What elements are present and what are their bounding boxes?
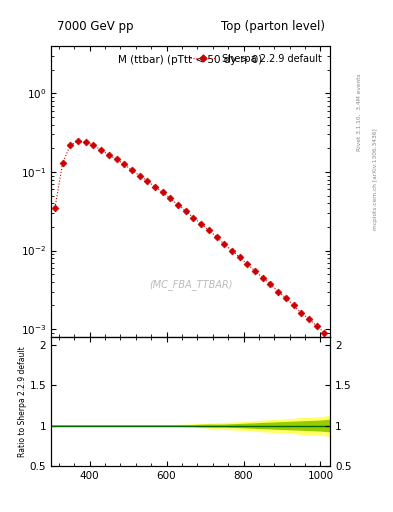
Text: 7000 GeV pp: 7000 GeV pp [57, 20, 133, 33]
Text: Rivet 3.1.10,  3.4M events: Rivet 3.1.10, 3.4M events [357, 74, 362, 152]
Text: (MC_FBA_TTBAR): (MC_FBA_TTBAR) [149, 279, 232, 290]
Y-axis label: Ratio to Sherpa 2.2.9 default: Ratio to Sherpa 2.2.9 default [18, 346, 27, 457]
Text: M (ttbar) (pTtt < 50 dy > 0): M (ttbar) (pTtt < 50 dy > 0) [118, 55, 263, 65]
Text: mcplots.cern.ch [arXiv:1306.3436]: mcplots.cern.ch [arXiv:1306.3436] [373, 129, 378, 230]
Text: Top (parton level): Top (parton level) [220, 20, 325, 33]
Legend: Sherpa 2.2.9 default: Sherpa 2.2.9 default [187, 51, 325, 67]
